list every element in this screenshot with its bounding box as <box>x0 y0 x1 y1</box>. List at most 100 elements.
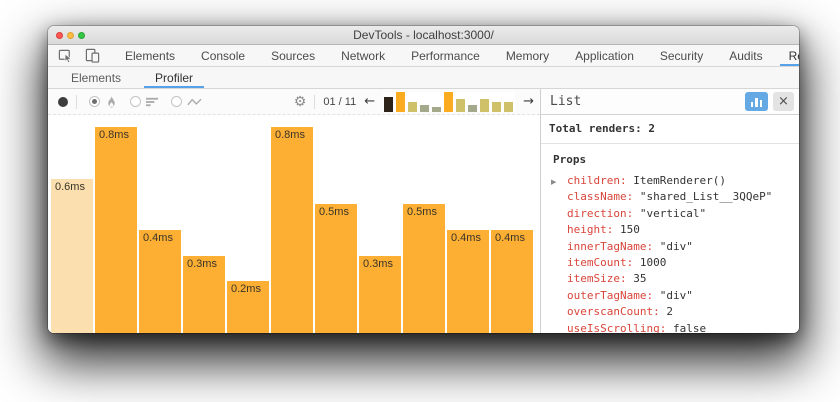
tab-elements[interactable]: Elements <box>125 48 176 63</box>
prop-row-innerTagName: innerTagName: "div" <box>541 239 799 255</box>
tab-application[interactable]: Application <box>575 48 634 63</box>
minimap-commit-bar[interactable] <box>456 98 466 112</box>
prop-row-className: className: "shared_List__3QQeP" <box>541 189 799 205</box>
minimap-commit-bar[interactable] <box>444 91 454 112</box>
window-title: DevTools - localhost:3000/ <box>353 28 494 42</box>
prop-key: itemSize: <box>567 272 627 286</box>
devtools-window: DevTools - localhost:3000/ Elements Conso… <box>48 26 799 333</box>
subtab-profiler[interactable]: Profiler <box>138 67 210 88</box>
prop-row-direction: direction: "vertical" <box>541 206 799 222</box>
minimap-commit-bar[interactable] <box>408 101 418 112</box>
commit-bar[interactable]: 0.3ms <box>183 256 225 333</box>
prop-row-itemCount: itemCount: 1000 <box>541 255 799 271</box>
prop-value: ItemRenderer() <box>626 174 726 187</box>
view-component-chart-button[interactable] <box>745 92 768 111</box>
total-renders-label: Total renders: <box>549 122 642 135</box>
prop-key: innerTagName: <box>567 239 654 253</box>
settings-gear-icon[interactable]: ⚙ <box>293 93 307 110</box>
prop-value: false <box>666 321 707 333</box>
minimap-commit-bar[interactable] <box>384 96 394 112</box>
minimap-commit-bar[interactable] <box>420 104 430 112</box>
prop-key: overscanCount: <box>567 305 660 319</box>
props-section-label: Props <box>553 153 587 166</box>
prop-key: children: <box>567 174 627 187</box>
inspect-element-icon[interactable] <box>58 48 73 63</box>
minimap-commit-bar[interactable] <box>396 91 406 112</box>
tab-sources[interactable]: Sources <box>271 48 316 63</box>
minimize-window-button[interactable] <box>67 31 74 39</box>
subtab-elements[interactable]: Elements <box>71 70 122 85</box>
previous-commit-arrow[interactable]: ← <box>364 94 376 109</box>
commit-minimap[interactable] <box>383 91 516 112</box>
flame-icon <box>105 95 118 109</box>
close-window-button[interactable] <box>56 31 63 39</box>
record-button[interactable] <box>58 96 68 107</box>
prop-key: itemCount: <box>567 256 634 270</box>
ranked-radio[interactable] <box>130 96 141 107</box>
expand-arrow-icon[interactable]: ▶ <box>551 178 557 186</box>
commit-bar-label: 0.8ms <box>99 129 129 141</box>
interactions-icon <box>187 97 202 107</box>
view-option-ranked[interactable] <box>130 96 159 108</box>
prop-row-overscanCount: overscanCount: 2 <box>541 304 799 320</box>
details-panel-body: Total renders: 2 Props ▶ children: ItemRe… <box>541 115 799 333</box>
tab-console[interactable]: Console <box>201 48 246 63</box>
prop-value: "div" <box>653 239 693 253</box>
commit-bar[interactable]: 0.6ms <box>51 179 93 333</box>
props-list: ▶ children: ItemRenderer() className: "sha… <box>541 173 799 333</box>
minimap-commit-bar[interactable] <box>492 101 502 112</box>
prop-value: "vertical" <box>633 206 707 220</box>
commit-bar-label: 0.4ms <box>451 232 481 244</box>
commit-bar[interactable]: 0.3ms <box>359 256 401 333</box>
section-divider <box>541 143 799 144</box>
prop-value: "shared_List__3QQeP" <box>633 190 773 204</box>
commit-bar[interactable]: 0.4ms <box>447 230 489 333</box>
commit-bar[interactable]: 0.8ms <box>95 127 137 333</box>
minimap-commit-bar[interactable] <box>504 101 514 112</box>
commit-bar[interactable]: 0.4ms <box>139 230 181 333</box>
tab-security[interactable]: Security <box>659 48 704 63</box>
commit-bar-label: 0.3ms <box>363 258 393 270</box>
tab-performance[interactable]: Performance <box>411 48 480 63</box>
prop-key: height: <box>567 223 614 237</box>
flamegraph-radio[interactable] <box>89 96 100 107</box>
minimap-commit-bar[interactable] <box>468 104 478 112</box>
interactions-radio[interactable] <box>171 96 182 107</box>
minimap-commit-bar[interactable] <box>480 98 490 112</box>
device-toolbar-icon[interactable] <box>85 48 100 63</box>
commit-bar[interactable]: 0.5ms <box>403 204 445 333</box>
selected-component-name: List <box>550 94 582 109</box>
prop-value: 2 <box>659 305 673 319</box>
devtools-tabbar: Elements Console Sources Network Performance… <box>48 45 799 67</box>
tab-network[interactable]: Network <box>341 48 386 63</box>
commit-bar-label: 0.2ms <box>231 283 261 295</box>
tab-react[interactable]: React <box>776 45 799 66</box>
details-panel-header: List × <box>541 89 799 115</box>
toolbar-divider-2 <box>314 94 316 109</box>
next-commit-arrow[interactable]: → <box>523 94 534 109</box>
close-details-button[interactable]: × <box>773 92 794 111</box>
bar-chart-icon <box>755 98 758 107</box>
tab-audits[interactable]: Audits <box>729 48 763 63</box>
profiler-toolbar: ⚙ 01 / 11 ← → <box>48 89 540 115</box>
commit-bar[interactable]: 0.8ms <box>271 127 313 333</box>
prop-value: 35 <box>626 272 647 286</box>
commit-bar-label: 0.3ms <box>187 258 217 270</box>
view-option-flamegraph[interactable] <box>89 95 118 109</box>
commit-bar-label: 0.5ms <box>319 206 349 218</box>
commit-bar[interactable]: 0.2ms <box>227 281 269 333</box>
bar-chart-icon <box>750 102 754 107</box>
zoom-window-button[interactable] <box>78 31 85 39</box>
react-devtools-subtabs: Elements Profiler <box>48 67 799 89</box>
tab-memory[interactable]: Memory <box>505 48 550 63</box>
minimap-commit-bar[interactable] <box>432 106 442 112</box>
total-renders-row: Total renders: 2 <box>541 121 799 137</box>
commit-bar[interactable]: 0.4ms <box>491 230 533 333</box>
traffic-lights <box>56 26 85 44</box>
component-details-panel: List × Total renders: 2 Props ▶ children:… <box>540 89 799 333</box>
view-option-interactions[interactable] <box>171 96 202 107</box>
prop-row-height: height: 150 <box>541 222 799 238</box>
profiler-content: ⚙ 01 / 11 ← → 0.6ms 0.8ms 0.4ms 0.3ms 0.2ms 0… <box>48 89 799 333</box>
commit-bar[interactable]: 0.5ms <box>315 204 357 333</box>
